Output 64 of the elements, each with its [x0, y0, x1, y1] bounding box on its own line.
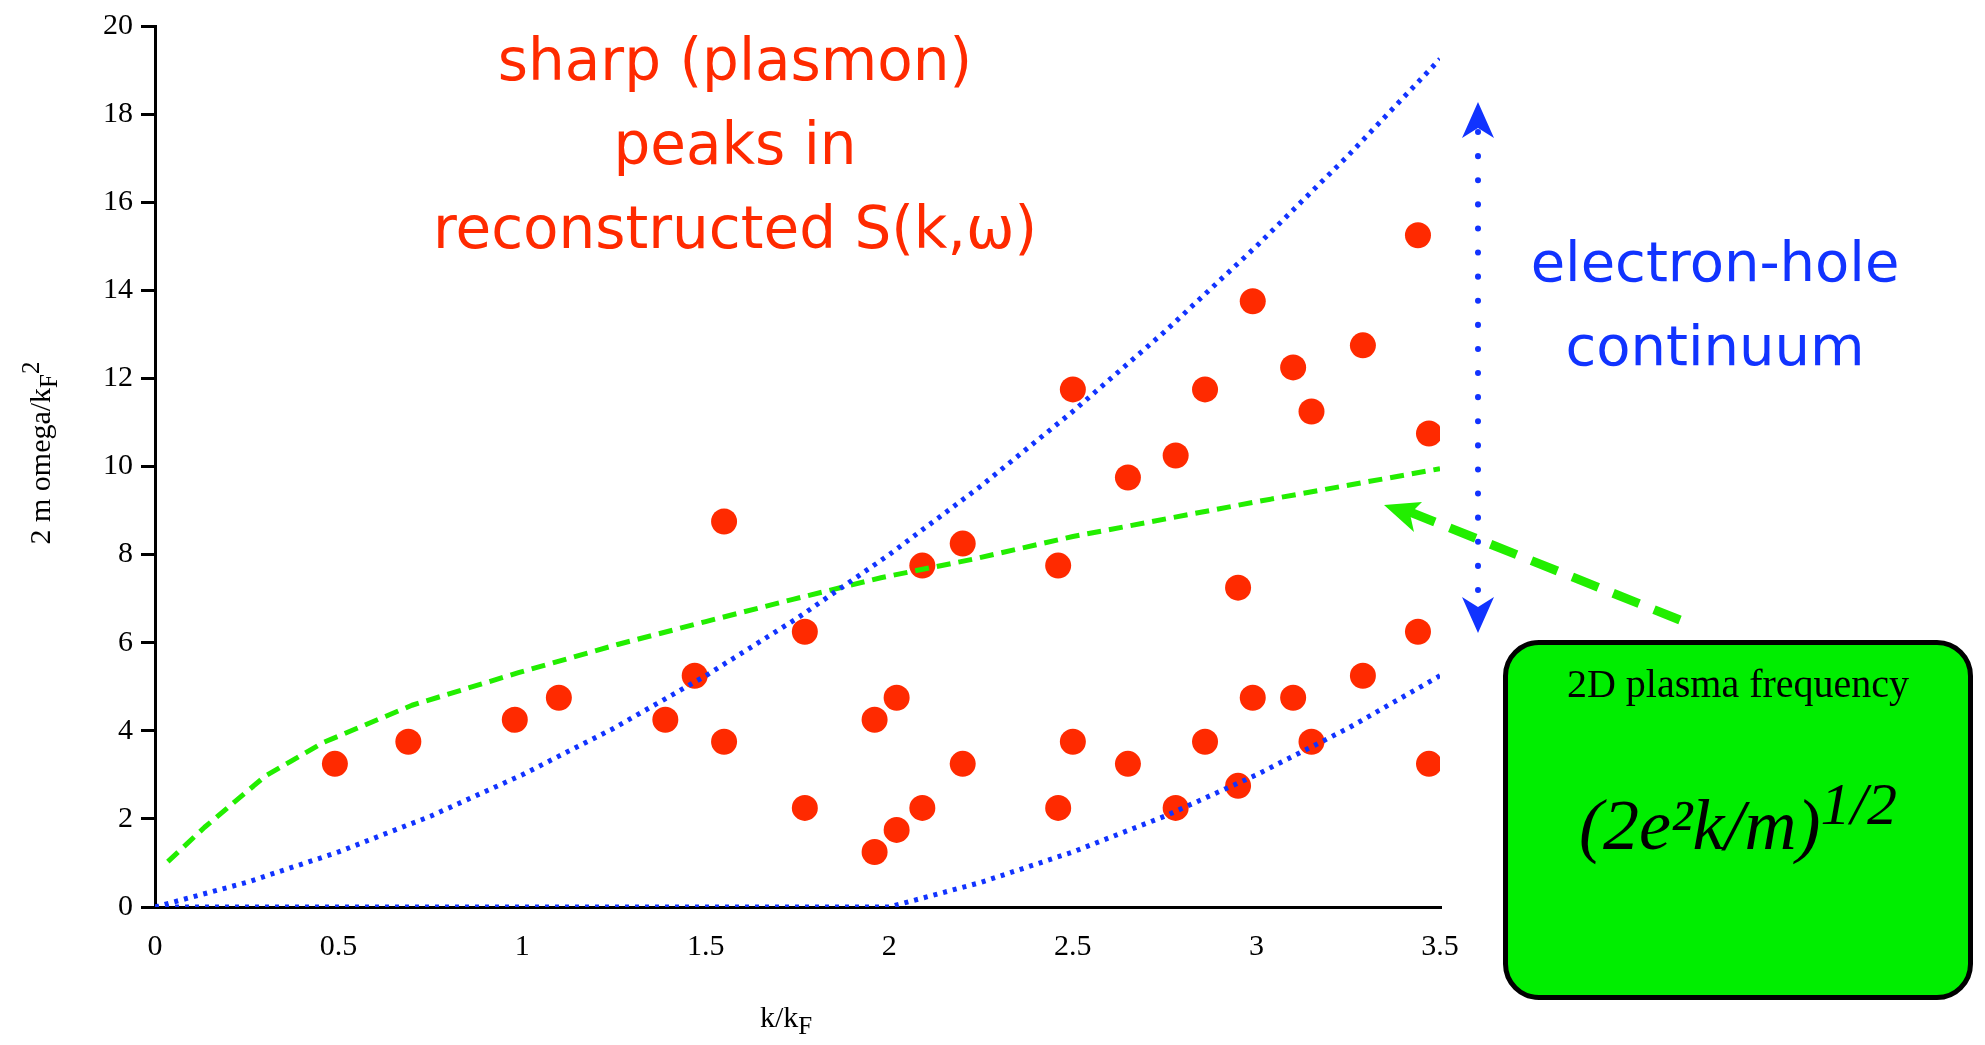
point	[1239, 684, 1266, 711]
point	[1404, 222, 1431, 249]
point	[909, 794, 936, 821]
point	[791, 618, 818, 645]
point	[1059, 376, 1086, 403]
y-tick-label: 6	[118, 623, 133, 657]
point	[949, 750, 976, 777]
x-tick-label: 1.5	[686, 927, 725, 961]
point	[1114, 464, 1141, 491]
point	[1162, 442, 1189, 469]
y-tick-label: 16	[103, 183, 133, 217]
point	[883, 684, 910, 711]
x-tick-label: 2	[881, 927, 897, 961]
x-tick-label: 0	[147, 927, 163, 961]
point	[949, 530, 976, 557]
point	[1349, 662, 1376, 689]
point	[1162, 794, 1189, 821]
point	[1192, 376, 1219, 403]
x-tick-label: 3.5	[1421, 927, 1459, 961]
point	[681, 662, 708, 689]
point	[545, 684, 572, 711]
x-tick-label: 0.5	[319, 927, 358, 961]
y-tick-label: 14	[103, 271, 133, 305]
y-tick-label: 2	[118, 799, 133, 833]
point	[861, 706, 888, 733]
point	[1415, 420, 1440, 447]
x-tick-label: 1	[514, 927, 530, 961]
y-tick-label: 12	[103, 359, 133, 393]
point	[1114, 750, 1141, 777]
point	[1239, 288, 1266, 315]
point	[1415, 750, 1440, 777]
point	[1298, 398, 1325, 425]
x-tick-label: 2.5	[1054, 927, 1092, 961]
x-axis-title: k/k$_{F}$	[760, 1000, 813, 1040]
text: (2e²k/m)$^{1/2}$	[1577, 770, 1899, 867]
point	[1280, 354, 1307, 381]
y-tick-label: 8	[118, 535, 133, 569]
point	[1192, 728, 1219, 755]
point	[1298, 728, 1325, 755]
point	[1045, 552, 1072, 579]
y-tick-label: 4	[118, 711, 133, 745]
y-tick-label: 10	[103, 447, 133, 481]
point	[1045, 794, 1072, 821]
x-tick-label: 3	[1248, 927, 1264, 961]
point	[883, 816, 910, 843]
y-tick-label: 0	[118, 887, 133, 921]
point	[1059, 728, 1086, 755]
point	[395, 728, 422, 755]
text: 2D plasma frequency	[1565, 660, 1911, 707]
point	[321, 750, 348, 777]
y-tick-label: 18	[103, 94, 133, 128]
point	[791, 794, 818, 821]
point	[1349, 332, 1376, 359]
point	[711, 728, 738, 755]
point	[501, 706, 528, 733]
point	[652, 706, 679, 733]
text: sharp (plasmon) peaks in reconstructed S(k,ω)	[431, 25, 1039, 264]
point	[711, 508, 738, 535]
point	[1225, 574, 1252, 601]
point	[861, 838, 888, 865]
point	[1404, 618, 1431, 645]
y-tick-label: 20	[103, 6, 133, 40]
text: electron-hole continuum	[1529, 228, 1901, 380]
point	[1280, 684, 1307, 711]
